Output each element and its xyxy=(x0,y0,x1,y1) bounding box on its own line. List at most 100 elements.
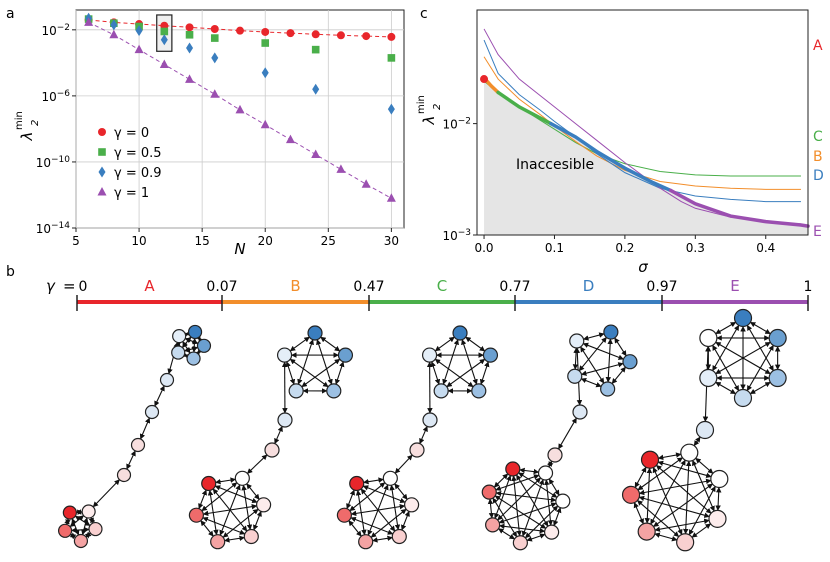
network-node xyxy=(622,354,638,370)
network-edge xyxy=(289,358,329,388)
data-point xyxy=(312,83,320,95)
network-edge xyxy=(246,483,260,500)
region-label-D: D xyxy=(813,168,824,184)
network-node xyxy=(699,328,718,348)
network-edge xyxy=(692,459,715,512)
network-edge xyxy=(695,457,714,474)
panel-c-side-labels: A CBD E xyxy=(813,38,824,240)
boundary-segment xyxy=(496,90,553,126)
network-node xyxy=(452,325,468,341)
network-node xyxy=(186,351,201,366)
data-point xyxy=(261,67,269,79)
network-node xyxy=(73,533,89,549)
network-node xyxy=(572,404,588,420)
panel-c-annotation: Inaccesible xyxy=(516,157,594,173)
network-node xyxy=(256,497,272,513)
legend-label: γ = 1 xyxy=(114,186,149,201)
network-edge xyxy=(580,377,602,388)
data-point xyxy=(387,54,396,62)
network xyxy=(621,308,787,552)
network-edge xyxy=(511,475,522,537)
network-node xyxy=(547,447,563,463)
network-edge xyxy=(372,535,393,543)
y-tick-label: 10−2 xyxy=(41,23,70,38)
panel-c-inaccessible-region xyxy=(484,79,808,235)
network-node xyxy=(81,504,96,519)
network-edge xyxy=(581,362,624,376)
network-edge xyxy=(544,479,554,526)
boundary-segment xyxy=(668,188,810,228)
data-point xyxy=(84,17,94,26)
data-point xyxy=(185,74,195,83)
network-node xyxy=(471,383,487,399)
network-edge xyxy=(691,523,712,538)
network-edge xyxy=(526,533,546,542)
network-edge xyxy=(580,346,605,384)
y-tick-label: 10−2 xyxy=(442,117,471,132)
network-edge xyxy=(274,425,283,445)
legend-marker xyxy=(98,128,106,136)
data-point xyxy=(185,30,194,39)
network-node xyxy=(695,420,715,440)
data-point xyxy=(135,25,143,37)
network-edge xyxy=(688,485,716,536)
network-edge xyxy=(519,467,540,475)
thin-curve xyxy=(483,39,801,203)
region-label-B: B xyxy=(290,277,300,295)
network-node xyxy=(57,523,73,538)
gamma-equals: = xyxy=(63,277,76,295)
region-label-B: B xyxy=(813,149,823,165)
network-edge xyxy=(446,358,486,388)
data-point xyxy=(260,119,270,129)
network-edge xyxy=(465,336,486,352)
network-node xyxy=(680,443,699,462)
x-tick-label: 0.3 xyxy=(686,241,705,255)
network-edge xyxy=(253,510,262,531)
network-node xyxy=(144,404,160,420)
network-edge xyxy=(297,339,314,385)
network-edge xyxy=(650,459,686,525)
legend-label: γ = 0.9 xyxy=(114,166,162,181)
network-edge xyxy=(289,336,310,352)
network-node xyxy=(172,329,187,344)
network-edge xyxy=(461,339,478,385)
network-edge xyxy=(191,337,198,353)
data-point xyxy=(186,42,194,54)
network-node xyxy=(336,507,352,523)
network-node xyxy=(116,467,132,483)
network xyxy=(57,324,212,549)
network-node xyxy=(88,521,103,537)
network-node xyxy=(187,324,203,340)
legend-label: γ = 0 xyxy=(114,126,149,141)
network-edge xyxy=(657,452,682,461)
network-node xyxy=(603,324,619,340)
network-node xyxy=(708,509,727,528)
network-edge xyxy=(215,477,236,485)
panel-c-y-label-sub: 2 xyxy=(432,104,443,110)
network-node xyxy=(422,412,438,428)
x-tick-label: 0.2 xyxy=(615,241,634,255)
data-point xyxy=(134,44,144,54)
network-node xyxy=(130,437,146,453)
network-edge xyxy=(653,483,713,528)
data-point xyxy=(285,134,295,144)
network-edge xyxy=(652,467,683,535)
x-tick-label: 0.1 xyxy=(545,241,564,255)
region-label-C: C xyxy=(813,129,823,145)
data-point xyxy=(336,31,345,40)
x-tick-label: 0.4 xyxy=(756,241,775,255)
network-node xyxy=(485,517,501,533)
network-edge xyxy=(638,495,710,518)
panel-a-legend: γ = 0 γ = 0.5 γ = 0.9 γ = 1 xyxy=(97,126,162,201)
network-edge xyxy=(69,532,77,540)
boundary-segment xyxy=(484,78,500,95)
data-point xyxy=(109,29,119,39)
network-edge xyxy=(301,358,341,388)
network-edge xyxy=(521,479,545,537)
panel-label-c: c xyxy=(420,6,428,22)
data-point xyxy=(160,27,169,36)
data-point xyxy=(387,103,395,115)
network-node xyxy=(277,412,293,428)
panel-c-y-label-sup: min xyxy=(416,95,427,114)
data-point xyxy=(235,104,245,114)
